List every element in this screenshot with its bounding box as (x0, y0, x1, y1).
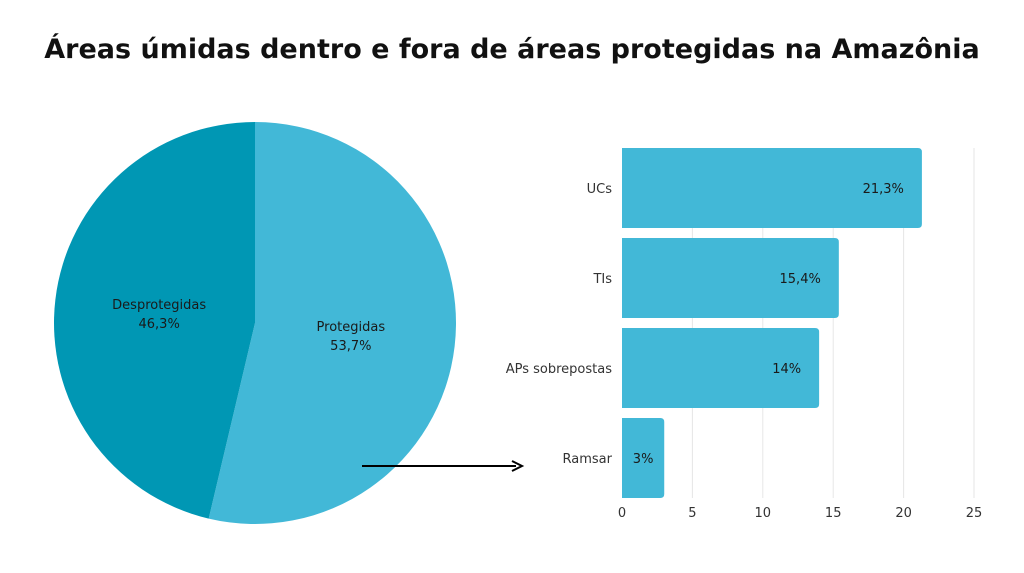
bar-value-label: 15,4% (780, 272, 821, 287)
x-tick-label: 15 (825, 506, 842, 521)
bar-value-label: 21,3% (863, 182, 904, 197)
pie-value: 46,3% (139, 317, 180, 332)
pie-slice-desprotegidas (54, 122, 255, 519)
x-tick-label: 5 (688, 506, 696, 521)
x-tick-label: 20 (895, 506, 912, 521)
category-label: Ramsar (563, 452, 613, 467)
bar-aps-sobrepostas (622, 328, 820, 408)
pie-label: Desprotegidas (112, 298, 206, 313)
x-tick-label: 25 (966, 506, 983, 521)
pie-value: 53,7% (330, 339, 371, 354)
category-label: UCs (587, 182, 613, 197)
bar-value-label: 3% (633, 452, 654, 467)
category-label: TIs (592, 272, 612, 287)
x-tick-label: 0 (618, 506, 626, 521)
bar-tis (622, 238, 839, 318)
pie-slice-protegidas (208, 122, 457, 524)
arrow-head-icon (511, 460, 525, 472)
chart-title: Áreas úmidas dentro e fora de áreas prot… (44, 34, 980, 65)
pie-label: Protegidas (317, 320, 386, 335)
bar-ucs (622, 148, 922, 228)
bar-value-label: 14% (772, 362, 801, 377)
bar-ramsar (622, 418, 665, 498)
category-label: APs sobrepostas (506, 362, 612, 377)
x-tick-label: 10 (755, 506, 772, 521)
